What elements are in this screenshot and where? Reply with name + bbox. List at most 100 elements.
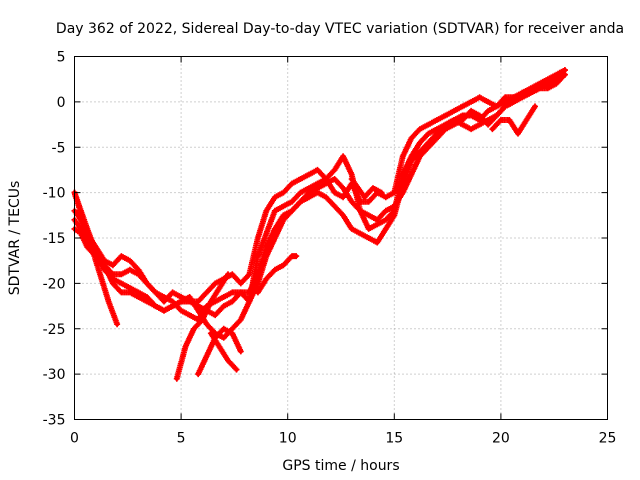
data-point [136, 267, 141, 272]
data-point [545, 86, 551, 91]
data-point [281, 204, 286, 209]
data-point [477, 122, 482, 127]
data-point [349, 199, 354, 204]
data-point [362, 194, 367, 200]
data-point [349, 176, 354, 182]
data-point [272, 226, 278, 232]
data-point [161, 308, 167, 313]
data-point [230, 331, 235, 336]
y-tick-label: 5 [57, 50, 66, 66]
data-point [114, 322, 120, 327]
data-point [289, 208, 295, 213]
data-point [225, 272, 231, 277]
plot-frame [74, 56, 608, 420]
y-tick-label: -10 [43, 186, 66, 202]
data-point [485, 108, 491, 114]
data-point [315, 167, 320, 173]
series-track-5 [71, 189, 121, 328]
grid [74, 56, 608, 420]
data-point [332, 190, 337, 195]
data-point [119, 272, 124, 277]
data-point [537, 86, 542, 91]
data-point [443, 126, 448, 132]
series-track-8 [207, 330, 240, 373]
data-point [110, 276, 116, 282]
data-point [208, 299, 214, 304]
data-point [127, 267, 133, 272]
data-point [332, 167, 337, 173]
data-point [524, 117, 529, 123]
data-point [213, 281, 218, 286]
data-point [485, 99, 491, 105]
data-point [375, 217, 380, 223]
data-point [400, 190, 406, 195]
data-point [255, 235, 261, 241]
data-point [255, 253, 261, 259]
data-point [272, 194, 278, 200]
x-tick-label: 5 [177, 431, 186, 447]
data-point [383, 208, 388, 213]
data-point [502, 104, 508, 109]
data-point [494, 113, 499, 118]
data-point [213, 312, 218, 318]
data-point [264, 208, 269, 213]
data-point [208, 331, 214, 336]
data-point [528, 90, 533, 96]
data-point [200, 317, 205, 322]
y-tick-label: -5 [52, 140, 66, 156]
data-point [349, 172, 354, 177]
data-point [383, 226, 388, 232]
series-track-6 [173, 271, 231, 382]
data-point [170, 290, 175, 295]
x-tick-label: 20 [492, 431, 510, 447]
chart-title: Day 362 of 2022, Sidereal Day-to-day VTE… [56, 21, 624, 37]
data-point [225, 358, 231, 363]
data-point [221, 294, 226, 300]
data-point [375, 240, 380, 245]
data-point [451, 122, 457, 127]
data-point [217, 344, 222, 350]
data-point [221, 335, 226, 341]
y-tick-label: -20 [43, 276, 66, 292]
data-point [562, 67, 568, 73]
y-tick-label: 0 [57, 95, 66, 111]
data-point [119, 281, 124, 286]
data-point [230, 299, 235, 304]
data-point [562, 72, 568, 77]
data-point [379, 190, 384, 195]
data-point [434, 117, 440, 123]
data-point [460, 117, 465, 123]
data-point [366, 235, 371, 241]
data-point [80, 217, 86, 223]
data-point [238, 349, 243, 354]
data-point [187, 299, 192, 304]
data-point [217, 285, 222, 291]
data-point [417, 126, 423, 132]
data-point [357, 231, 363, 236]
data-point [221, 303, 226, 309]
data-point [392, 204, 397, 209]
data-point [383, 217, 388, 223]
data-point [230, 272, 235, 277]
y-tick-label: -35 [43, 413, 66, 429]
data-point [532, 104, 538, 109]
data-point [468, 99, 474, 105]
data-point [106, 299, 111, 304]
data-point [332, 176, 337, 182]
data-point [366, 226, 371, 232]
data-point [355, 185, 361, 191]
data-point [272, 208, 278, 213]
data-point [370, 185, 376, 191]
data-point [417, 154, 423, 159]
data-point [247, 290, 252, 295]
data-point [409, 158, 414, 164]
data-point [434, 135, 440, 141]
data-point [340, 154, 346, 159]
data-point [468, 108, 474, 114]
data-point [298, 190, 303, 195]
data-point [230, 290, 235, 295]
data-point [204, 290, 209, 295]
y-tick-label: -30 [43, 367, 66, 383]
data-point [289, 181, 295, 186]
data-point [195, 303, 201, 309]
